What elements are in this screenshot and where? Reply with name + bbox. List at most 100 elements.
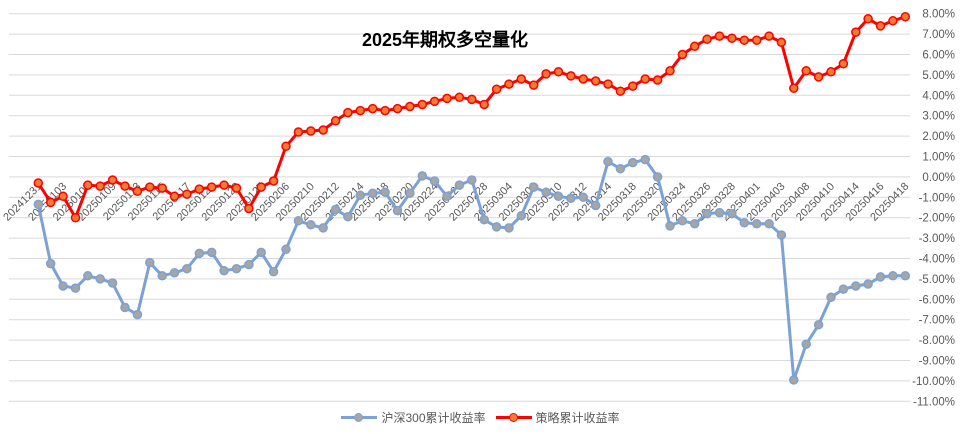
- strategy-data-point: [553, 67, 564, 77]
- csi300-data-point: [367, 188, 378, 198]
- csi300-data-point: [751, 219, 762, 229]
- strategy-data-point: [516, 74, 527, 84]
- strategy-data-point: [417, 99, 428, 110]
- strategy-data-point: [33, 178, 44, 188]
- strategy-data-point: [231, 183, 242, 193]
- csi300-data-point: [491, 222, 502, 232]
- csi300-data-point: [45, 258, 56, 269]
- y-axis-tick-label: -9.00%: [919, 356, 955, 368]
- strategy-data-point: [355, 105, 366, 116]
- csi300-data-point: [380, 187, 390, 197]
- csi300-data-point: [306, 220, 316, 230]
- strategy-data-point: [343, 107, 353, 118]
- chart-legend: 沪深300累计收益率 策略累计收益率: [0, 409, 961, 426]
- strategy-data-point: [479, 99, 489, 110]
- strategy-data-point: [652, 75, 663, 85]
- csi300-data-point: [702, 208, 712, 219]
- csi300-data-point: [851, 281, 861, 291]
- strategy-data-point: [776, 37, 787, 48]
- csi300-data-point: [281, 244, 291, 255]
- y-axis-tick-label: 1.00%: [922, 152, 955, 164]
- strategy-data-point: [367, 103, 378, 114]
- strategy-data-point: [306, 126, 316, 136]
- csi300-data-point: [504, 223, 514, 233]
- strategy-data-point: [219, 180, 229, 190]
- y-axis-tick-label: -2.00%: [919, 213, 955, 225]
- csi300-data-point: [454, 180, 465, 190]
- strategy-data-point: [826, 67, 836, 77]
- csi300-data-point: [145, 257, 155, 268]
- strategy-data-point: [182, 189, 192, 199]
- csi300-data-point: [392, 205, 403, 216]
- strategy-data-point: [107, 175, 118, 185]
- y-axis-tick-label: -8.00%: [919, 335, 955, 347]
- csi300-data-point: [888, 271, 898, 281]
- legend-item-csi300: 沪深300累计收益率: [341, 409, 486, 426]
- strategy-data-point: [268, 176, 279, 186]
- csi300-data-point: [330, 204, 341, 215]
- strategy-data-point: [789, 83, 799, 93]
- csi300-data-point: [590, 200, 601, 211]
- legend-marker-icon: [495, 413, 532, 422]
- csi300-data-point: [689, 219, 700, 229]
- csi300-data-point: [528, 182, 539, 192]
- strategy-data-point: [256, 182, 266, 192]
- strategy-data-point: [590, 76, 601, 86]
- strategy-data-point: [628, 81, 638, 91]
- y-axis-tick-label: 4.00%: [922, 90, 955, 102]
- csi300-data-point: [417, 171, 428, 181]
- csi300-data-point: [578, 192, 589, 203]
- strategy-data-point: [851, 27, 861, 37]
- csi300-data-point: [95, 274, 105, 284]
- strategy-data-point: [145, 182, 155, 192]
- strategy-data-point: [120, 181, 130, 191]
- strategy-data-point: [751, 35, 762, 45]
- csi300-data-point: [429, 176, 440, 186]
- csi300-data-point: [727, 208, 737, 219]
- csi300-data-point: [194, 248, 205, 259]
- csi300-data-point: [256, 247, 266, 258]
- csi300-data-point: [405, 188, 415, 198]
- strategy-data-point: [95, 181, 105, 191]
- strategy-data-point: [615, 86, 626, 96]
- csi300-data-point: [801, 339, 811, 349]
- csi300-data-point: [789, 375, 799, 385]
- csi300-data-point: [219, 265, 229, 276]
- strategy-data-point: [169, 191, 180, 202]
- y-axis-tick-label: 2.00%: [922, 131, 955, 143]
- strategy-data-point: [83, 180, 93, 190]
- csi300-data-point: [628, 157, 638, 168]
- strategy-data-point: [900, 12, 911, 22]
- csi300-data-point: [70, 283, 81, 293]
- csi300-data-point: [863, 279, 873, 289]
- strategy-data-point: [603, 79, 613, 89]
- csi300-data-point: [900, 271, 911, 281]
- strategy-data-point: [157, 183, 167, 193]
- y-axis-tick-label: 0.00%: [922, 172, 955, 184]
- csi300-data-point: [182, 263, 192, 274]
- csi300-data-point: [553, 191, 564, 202]
- y-axis-tick-label: 6.00%: [922, 50, 955, 62]
- csi300-data-point: [355, 190, 366, 201]
- strategy-data-point: [293, 127, 304, 137]
- csi300-data-point: [677, 216, 688, 226]
- strategy-data-point: [504, 79, 514, 89]
- strategy-data-point: [875, 21, 886, 31]
- csi300-data-point: [467, 175, 477, 185]
- strategy-data-point: [467, 94, 477, 105]
- csi300-data-point: [157, 271, 167, 281]
- strategy-data-point: [578, 74, 589, 84]
- csi300-data-point: [479, 214, 489, 225]
- csi300-data-point: [566, 193, 576, 204]
- strategy-data-point: [665, 66, 675, 76]
- strategy-data-point: [813, 72, 824, 82]
- legend-marker-icon: [341, 413, 378, 422]
- strategy-data-point: [45, 197, 56, 208]
- strategy-data-point: [888, 16, 898, 26]
- csi300-data-point: [665, 221, 675, 231]
- csi300-data-point: [231, 263, 242, 274]
- y-axis-tick-label: 7.00%: [922, 29, 955, 41]
- strategy-data-point: [454, 92, 465, 103]
